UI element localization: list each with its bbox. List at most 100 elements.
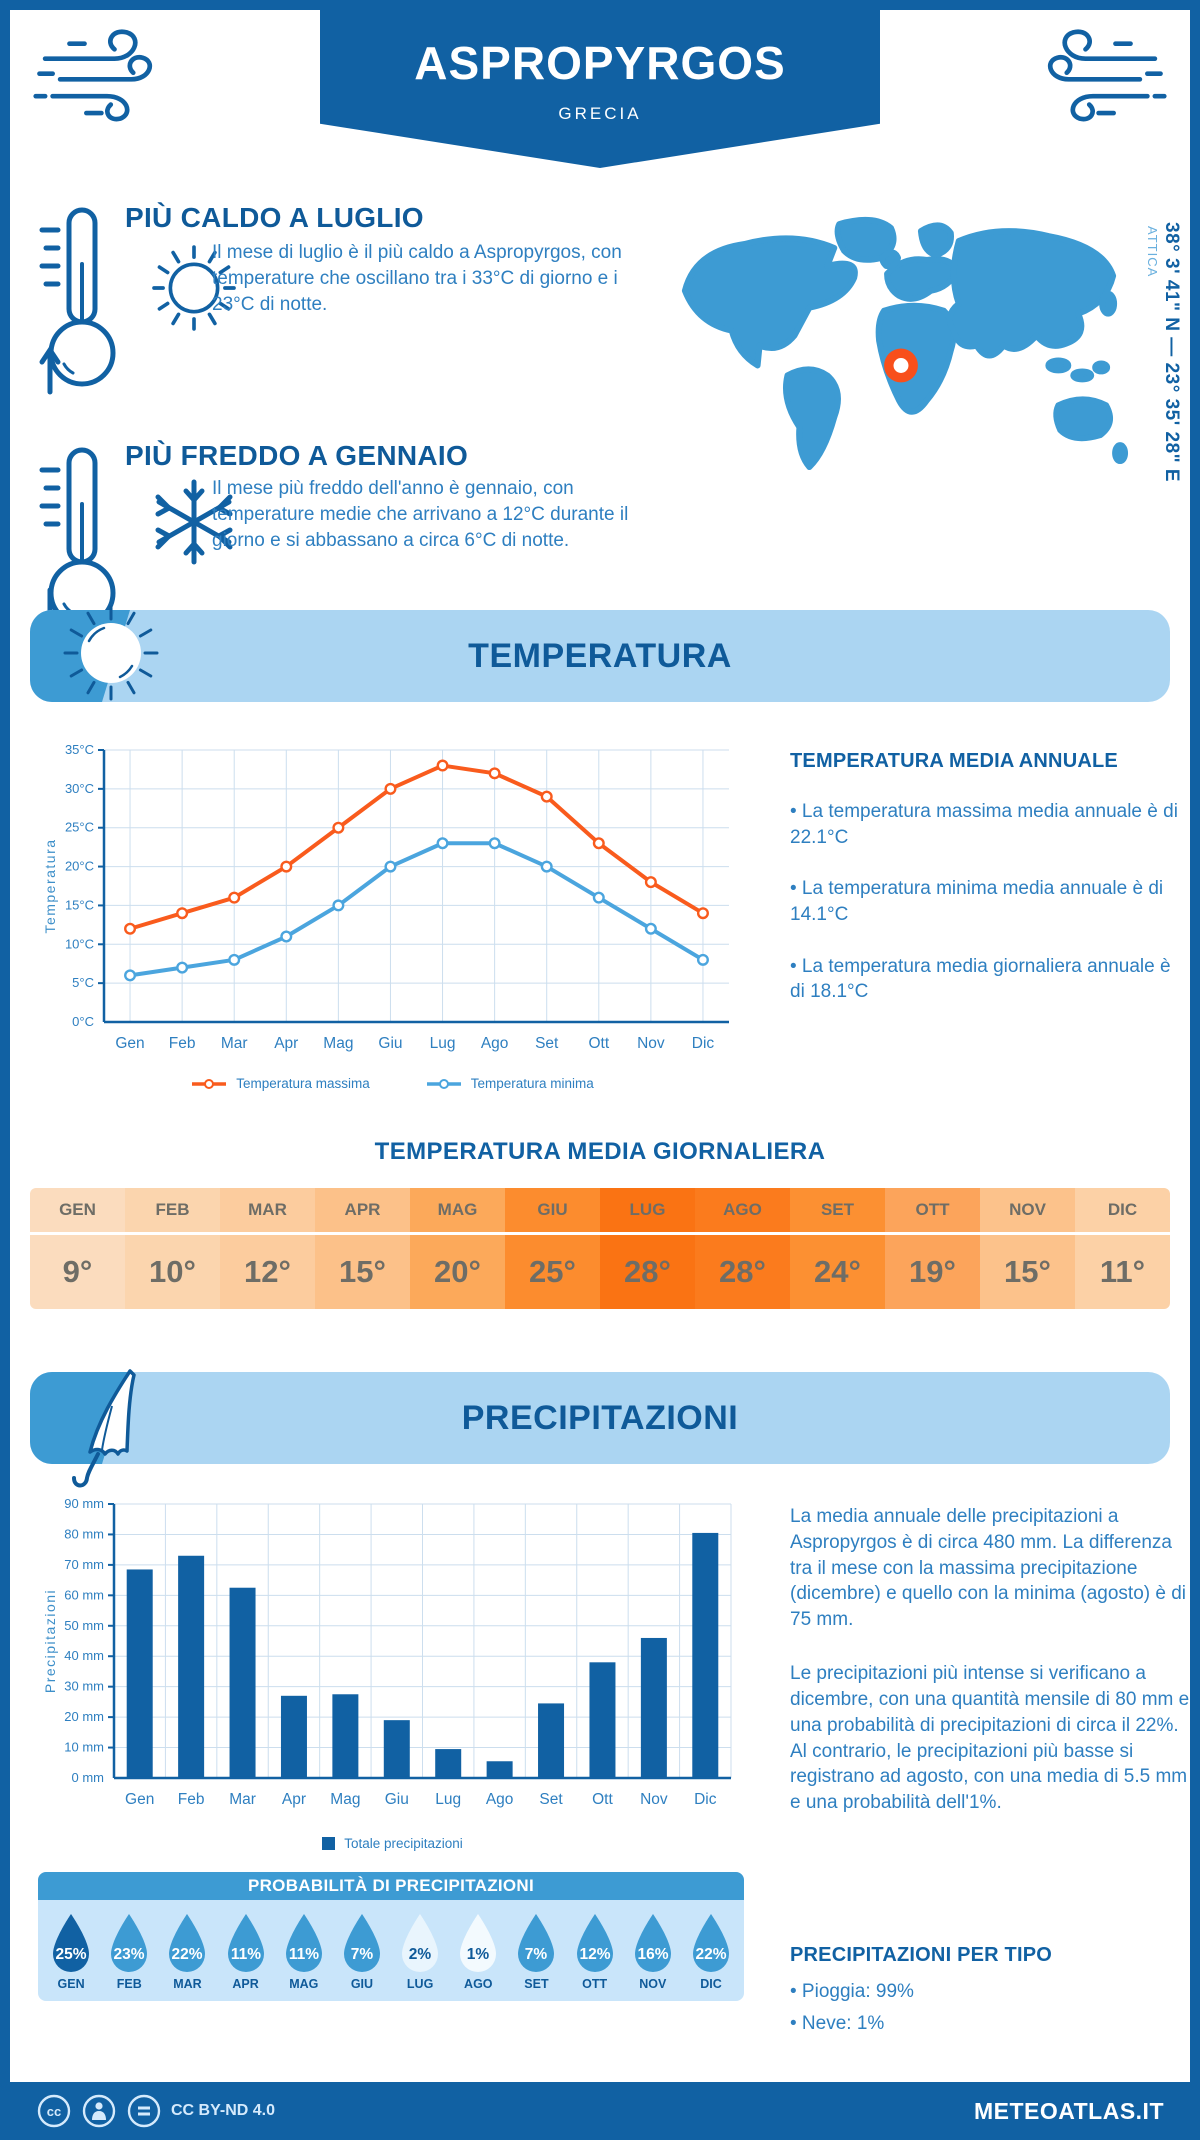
series-line [128,763,705,931]
bar [332,1694,359,1778]
hot-section-text: Il mese di luglio è il più caldo a Aspro… [212,242,622,315]
temperature-section-title: TEMPERATURA [468,636,732,675]
series-marker [228,953,241,966]
svg-text:0 mm: 0 mm [72,1770,105,1785]
prob-month-label: DIC [700,1977,722,1991]
svg-text:Lug: Lug [435,1791,461,1808]
svg-text:11%: 11% [231,1946,261,1963]
bar [640,1637,667,1778]
prob-cell: 7% SET [507,1912,565,1991]
table-cell-value: 15° [315,1235,410,1309]
svg-text:90 mm: 90 mm [64,1496,104,1511]
table-cell-month: GIU [505,1188,600,1232]
legend-swatch [322,1837,336,1850]
prob-cell: 16% NOV [624,1912,682,1991]
svg-text:cc: cc [47,2104,61,2119]
table-cell-month: MAG [410,1188,505,1232]
svg-text:1%: 1% [467,1946,490,1963]
svg-text:Gen: Gen [115,1035,144,1052]
svg-text:7%: 7% [351,1946,374,1963]
svg-text:11%: 11% [289,1946,319,1963]
annual-temp-bullet: • La temperatura minima media annuale è … [790,878,1164,925]
series-marker [280,930,293,943]
bar [692,1532,719,1778]
svg-text:Apr: Apr [274,1035,298,1052]
hot-section-title: PIÙ CALDO A LUGLIO [125,202,424,233]
temperature-line-chart-svg: 0°C 5°C 10°C 15°C 20°C 25°C 30°C 35°C Gen Feb Mar A… [42,742,729,1052]
prob-month-label: GIU [350,1977,374,1991]
prob-month-label: MAR [173,1977,202,1991]
svg-text:50 mm: 50 mm [64,1618,104,1633]
bar [435,1749,462,1778]
table-row: 9° 10° 12° 15° 20° 25° 28° 28° 24° 19° 15° 11° [30,1235,1170,1309]
series-marker [644,876,657,889]
coordinates-box: 38° 3' 41" N — 23° 35' 28" E ATTICA [1145,222,1182,582]
prob-cell: 2% LUG [391,1912,449,1991]
svg-text:Feb: Feb [178,1791,205,1808]
bar [280,1695,307,1778]
svg-text:22%: 22% [695,1946,726,1963]
raindrop-icon: 16% [634,1914,671,1972]
series-line [128,841,705,978]
svg-text:70 mm: 70 mm [64,1557,104,1572]
city-title: ASPROPYRGOS [414,37,786,89]
bar [229,1587,256,1778]
license-block[interactable]: cc CC BY-ND 4.0 [36,2093,275,2129]
equals-icon [127,2094,161,2128]
table-cell-month: LUG [600,1188,695,1232]
table-cell-value: 10° [125,1235,220,1309]
svg-text:35°C: 35°C [65,742,94,757]
svg-text:22%: 22% [172,1946,203,1963]
series-marker [436,837,449,850]
site-label[interactable]: METEOATLAS.IT [973,2097,1164,2124]
sun-banner-icon [63,605,159,701]
svg-text:Apr: Apr [282,1791,306,1808]
svg-text:23%: 23% [114,1946,145,1963]
prob-month-label: GEN [57,1977,85,1991]
series-marker [488,837,501,850]
wind-icon [1047,29,1167,122]
wind-icon [33,29,153,122]
prob-cell: 22% MAR [158,1912,216,1991]
series-marker [176,961,189,974]
series-marker [436,759,449,772]
svg-text:25%: 25% [56,1946,87,1963]
svg-text:Precipitazioni: Precipitazioni [42,1589,58,1693]
thermometer-up-icon [39,207,116,395]
probability-box: PROBABILITÀ DI PRECIPITAZIONI 25% GEN 23% F… [38,1872,744,2001]
raindrop-icon: 11% [227,1914,264,1972]
country-subtitle: GRECIA [558,104,642,123]
svg-text:Ago: Ago [486,1791,514,1808]
svg-text:Mar: Mar [229,1791,256,1808]
series-marker [696,953,709,966]
probability-title: PROBABILITÀ DI PRECIPITAZIONI [38,1872,744,1900]
table-cell-month: APR [315,1188,410,1232]
bar [383,1720,410,1778]
axes [98,749,729,1024]
series-marker [540,860,553,873]
cold-section-text: Il mese più freddo dell'anno è gennaio, … [212,478,629,551]
svg-text:10 mm: 10 mm [64,1740,104,1755]
table-cell-value: 19° [885,1235,980,1309]
precipitation-paragraph-1: La media annuale delle precipitazioni a … [790,1506,1187,1631]
region-label: ATTICA [1145,226,1160,278]
series-marker [280,860,293,873]
location-marker [884,348,918,383]
snowflake-icon [155,479,233,565]
precipitation-section-title: PRECIPITAZIONI [461,1398,739,1437]
prob-month-label: LUG [406,1977,434,1991]
series-marker [384,860,397,873]
precip-type-item: • Pioggia: 99% [790,1981,914,2002]
table-cell-month: NOV [980,1188,1075,1232]
svg-text:Mar: Mar [221,1035,248,1052]
prob-month-label: MAG [289,1977,319,1991]
svg-text:Nov: Nov [640,1791,668,1808]
raindrop-icon: 25% [53,1914,90,1972]
annual-temp-bullet: • La temperatura media giornaliera annua… [790,955,1171,1003]
bar [126,1569,153,1778]
probability-drops: 25% GEN 23% FEB 22% MAR 11% APR 11% MAG 7% GIU 2% LUG… [38,1900,744,2001]
svg-text:2%: 2% [409,1946,432,1963]
grid [104,749,729,1022]
series-marker [540,790,553,803]
svg-text:Mag: Mag [323,1035,353,1052]
